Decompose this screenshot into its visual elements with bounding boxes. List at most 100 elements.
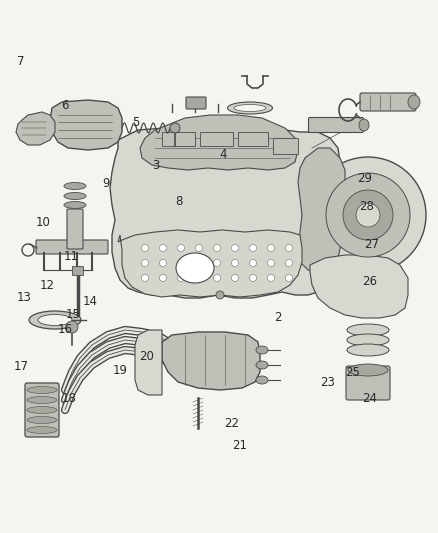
- Polygon shape: [298, 148, 345, 272]
- Text: 12: 12: [40, 279, 55, 292]
- FancyBboxPatch shape: [238, 132, 268, 146]
- Text: 10: 10: [35, 216, 50, 229]
- Ellipse shape: [27, 407, 57, 414]
- Polygon shape: [135, 330, 162, 395]
- Circle shape: [310, 157, 426, 273]
- Circle shape: [177, 274, 184, 281]
- Text: 6: 6: [61, 99, 69, 112]
- Ellipse shape: [176, 253, 214, 283]
- Ellipse shape: [27, 426, 57, 433]
- FancyBboxPatch shape: [360, 93, 416, 111]
- Circle shape: [268, 245, 275, 252]
- FancyBboxPatch shape: [25, 383, 59, 437]
- Polygon shape: [162, 332, 260, 390]
- Circle shape: [141, 274, 148, 281]
- Text: 5: 5: [132, 116, 139, 129]
- Circle shape: [232, 274, 239, 281]
- Ellipse shape: [347, 334, 389, 346]
- Circle shape: [213, 260, 220, 266]
- Polygon shape: [140, 115, 298, 170]
- Text: 21: 21: [233, 439, 247, 451]
- Text: 29: 29: [357, 172, 372, 185]
- Circle shape: [195, 245, 202, 252]
- Ellipse shape: [347, 324, 389, 336]
- Text: 23: 23: [320, 376, 335, 389]
- Circle shape: [213, 245, 220, 252]
- Text: 17: 17: [14, 360, 28, 373]
- Text: 2: 2: [274, 311, 282, 324]
- Ellipse shape: [64, 192, 86, 199]
- Circle shape: [141, 245, 148, 252]
- Circle shape: [177, 260, 184, 266]
- Circle shape: [268, 260, 275, 266]
- Text: 15: 15: [66, 308, 81, 321]
- FancyBboxPatch shape: [346, 366, 390, 400]
- Circle shape: [356, 203, 380, 227]
- Ellipse shape: [359, 119, 369, 131]
- Ellipse shape: [256, 376, 268, 384]
- Text: 9: 9: [102, 177, 110, 190]
- Circle shape: [177, 245, 184, 252]
- Text: 24: 24: [363, 392, 378, 405]
- Text: 19: 19: [113, 364, 128, 377]
- Ellipse shape: [38, 314, 72, 326]
- Circle shape: [268, 274, 275, 281]
- Text: 22: 22: [224, 417, 239, 430]
- FancyBboxPatch shape: [273, 138, 298, 154]
- Circle shape: [170, 123, 180, 133]
- Text: 27: 27: [364, 238, 379, 251]
- Circle shape: [286, 274, 293, 281]
- Ellipse shape: [227, 102, 272, 114]
- Circle shape: [213, 274, 220, 281]
- Ellipse shape: [348, 364, 388, 376]
- Circle shape: [195, 274, 202, 281]
- Text: 18: 18: [62, 392, 77, 405]
- Text: 3: 3: [152, 159, 159, 172]
- Circle shape: [232, 260, 239, 266]
- Ellipse shape: [234, 104, 266, 111]
- Ellipse shape: [64, 201, 86, 208]
- Polygon shape: [310, 255, 408, 318]
- Text: 4: 4: [219, 148, 227, 161]
- FancyBboxPatch shape: [200, 132, 233, 146]
- Circle shape: [159, 245, 166, 252]
- Ellipse shape: [347, 344, 389, 356]
- FancyBboxPatch shape: [67, 209, 83, 249]
- FancyBboxPatch shape: [186, 97, 206, 109]
- FancyBboxPatch shape: [308, 117, 364, 133]
- Circle shape: [159, 274, 166, 281]
- Polygon shape: [110, 128, 342, 298]
- Text: 20: 20: [139, 350, 154, 362]
- Ellipse shape: [64, 182, 86, 190]
- Text: 11: 11: [64, 251, 78, 263]
- Circle shape: [216, 291, 224, 299]
- Circle shape: [159, 260, 166, 266]
- Ellipse shape: [29, 311, 81, 329]
- Text: 8: 8: [175, 195, 182, 208]
- Circle shape: [250, 245, 257, 252]
- Polygon shape: [118, 230, 302, 297]
- Circle shape: [286, 260, 293, 266]
- Text: 16: 16: [57, 323, 72, 336]
- Ellipse shape: [27, 416, 57, 424]
- Circle shape: [250, 274, 257, 281]
- Text: 7: 7: [17, 55, 25, 68]
- Text: 28: 28: [360, 200, 374, 213]
- Ellipse shape: [256, 361, 268, 369]
- Circle shape: [286, 245, 293, 252]
- Text: 26: 26: [363, 275, 378, 288]
- Ellipse shape: [256, 346, 268, 354]
- Ellipse shape: [27, 397, 57, 403]
- Text: 25: 25: [345, 366, 360, 378]
- Circle shape: [66, 321, 78, 333]
- Circle shape: [326, 173, 410, 257]
- FancyBboxPatch shape: [36, 240, 108, 254]
- Polygon shape: [50, 100, 122, 150]
- Ellipse shape: [408, 95, 420, 109]
- Circle shape: [195, 260, 202, 266]
- Circle shape: [141, 260, 148, 266]
- Text: 13: 13: [17, 291, 32, 304]
- FancyBboxPatch shape: [162, 132, 195, 146]
- Ellipse shape: [27, 386, 57, 393]
- Polygon shape: [16, 112, 55, 145]
